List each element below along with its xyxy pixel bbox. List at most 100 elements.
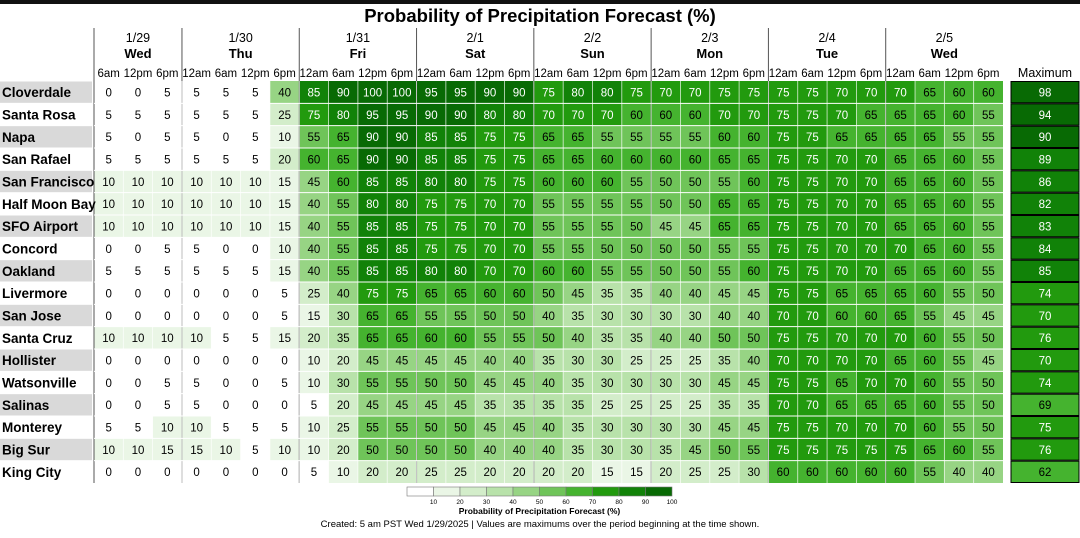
legend-color-swatch xyxy=(645,486,673,497)
heatmap-cell xyxy=(797,237,828,260)
heatmap-cell xyxy=(621,371,652,394)
heatmap-cell xyxy=(797,103,828,126)
heatmap-cell xyxy=(152,215,182,238)
cell-value-label: 55 xyxy=(982,244,995,256)
cell-value-label: 70 xyxy=(601,110,614,122)
heatmap-cell xyxy=(651,393,681,416)
maximum-cell xyxy=(1010,170,1080,193)
cell-value-label: 55 xyxy=(982,132,995,144)
heatmap-cell xyxy=(475,393,505,416)
cell-value-label: 80 xyxy=(454,177,467,189)
heatmap-cell xyxy=(123,393,153,416)
heatmap-cell xyxy=(357,148,388,171)
cell-value-label: 65 xyxy=(894,400,907,412)
cell-value-label: 70 xyxy=(806,400,819,412)
cell-value-label: 65 xyxy=(747,199,760,211)
heatmap-cell xyxy=(328,393,358,416)
heatmap-cell xyxy=(885,81,916,104)
heatmap-cell xyxy=(944,148,974,171)
heatmap-cell xyxy=(504,460,534,483)
heatmap-cell xyxy=(709,148,740,171)
cell-value-label: 0 xyxy=(135,87,141,99)
cell-value-label: 60 xyxy=(747,177,760,189)
heatmap-cell xyxy=(973,349,1003,372)
cell-value-label: 30 xyxy=(630,311,643,323)
cell-value-label: 35 xyxy=(571,400,584,412)
cell-value-label: 70 xyxy=(835,244,848,256)
heatmap-cell xyxy=(475,170,505,193)
heatmap-cell xyxy=(475,148,505,171)
cell-value-label: 75 xyxy=(483,177,496,189)
maximum-value-label: 90 xyxy=(1039,132,1052,144)
cell-value-label: 65 xyxy=(835,378,848,390)
maximum-cell xyxy=(1010,371,1080,394)
cell-value-label: 40 xyxy=(542,311,555,323)
cell-value-label: 65 xyxy=(894,221,907,233)
cell-value-label: 55 xyxy=(630,266,643,278)
time-label: 12am xyxy=(417,68,446,80)
heatmap-cell xyxy=(680,259,710,282)
cell-value-label: 70 xyxy=(513,221,526,233)
cell-value-label: 30 xyxy=(630,378,643,390)
heatmap-cell xyxy=(739,237,769,260)
cell-value-label: 50 xyxy=(982,333,995,345)
heatmap-cell xyxy=(973,192,1003,215)
cell-value-label: 30 xyxy=(747,467,760,479)
heatmap-cell xyxy=(563,215,593,238)
heatmap-cell xyxy=(240,304,270,327)
heatmap-cell xyxy=(563,170,593,193)
day-name-label: Sat xyxy=(465,46,486,61)
heatmap-cell xyxy=(651,282,681,305)
cell-value-label: 70 xyxy=(865,199,878,211)
cell-value-label: 65 xyxy=(894,266,907,278)
heatmap-cell xyxy=(680,103,710,126)
cell-value-label: 40 xyxy=(513,445,526,457)
location-name: King City xyxy=(2,465,62,480)
legend-color-swatch xyxy=(592,486,620,497)
heatmap-cell xyxy=(504,304,534,327)
cell-value-label: 0 xyxy=(105,244,111,256)
heatmap-cell xyxy=(445,237,476,260)
heatmap-cell xyxy=(944,103,974,126)
heatmap-cell xyxy=(211,237,241,260)
heatmap-cell xyxy=(827,349,857,372)
heatmap-cell xyxy=(475,282,505,305)
time-label: 6pm xyxy=(156,68,178,80)
cell-value-label: 55 xyxy=(953,422,966,434)
cell-value-label: 35 xyxy=(718,400,731,412)
heatmap-cell xyxy=(416,460,446,483)
heatmap-cell xyxy=(504,237,534,260)
cell-value-label: 50 xyxy=(630,221,643,233)
cell-value-label: 10 xyxy=(102,177,115,189)
cell-value-label: 55 xyxy=(982,445,995,457)
heatmap-cell xyxy=(240,416,270,439)
heatmap-cell xyxy=(944,282,974,305)
heatmap-cell xyxy=(387,192,417,215)
heatmap-cell xyxy=(299,460,329,483)
cell-value-label: 0 xyxy=(252,244,258,256)
heatmap-cell xyxy=(299,349,329,372)
heatmap-cell xyxy=(856,170,886,193)
heatmap-cell xyxy=(181,81,212,104)
cell-value-label: 30 xyxy=(601,378,614,390)
heatmap-cell xyxy=(269,148,300,171)
heatmap-cell xyxy=(445,416,476,439)
day-name-label: Mon xyxy=(696,46,723,61)
heatmap-cell xyxy=(621,215,652,238)
heatmap-cell xyxy=(856,393,886,416)
cell-value-label: 55 xyxy=(747,244,760,256)
maximum-cell xyxy=(1010,148,1080,171)
heatmap-cell xyxy=(797,259,828,282)
cell-value-label: 75 xyxy=(777,177,790,189)
cell-value-label: 40 xyxy=(542,445,555,457)
cell-value-label: 0 xyxy=(223,244,229,256)
cell-value-label: 85 xyxy=(454,154,467,166)
heatmap-cell xyxy=(152,192,182,215)
cell-value-label: 60 xyxy=(953,445,966,457)
heatmap-cell xyxy=(915,393,945,416)
heatmap-cell xyxy=(563,460,593,483)
heatmap-cell xyxy=(211,304,241,327)
cell-value-label: 0 xyxy=(223,355,229,367)
heatmap-cell xyxy=(563,393,593,416)
cell-value-label: 30 xyxy=(601,422,614,434)
